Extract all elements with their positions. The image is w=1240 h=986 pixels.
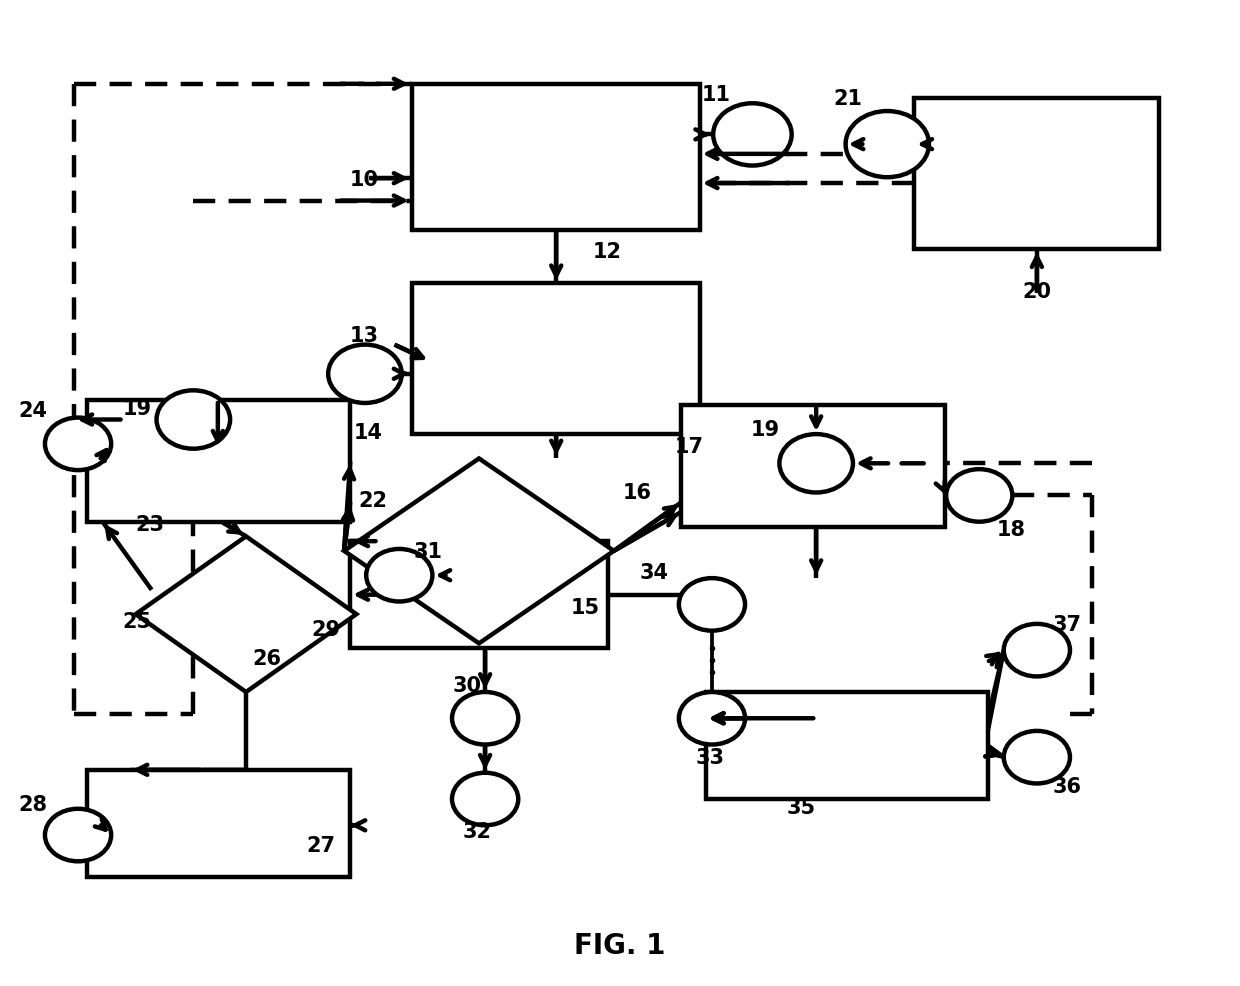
Polygon shape	[345, 458, 614, 644]
Circle shape	[1003, 732, 1070, 784]
Text: 23: 23	[135, 514, 164, 534]
Text: 31: 31	[414, 541, 443, 561]
Bar	[87, 770, 350, 877]
Circle shape	[45, 418, 112, 470]
Bar	[412, 85, 699, 231]
Circle shape	[678, 692, 745, 744]
Circle shape	[846, 112, 929, 178]
Text: 13: 13	[350, 325, 378, 345]
Text: 14: 14	[355, 423, 383, 443]
Circle shape	[329, 345, 402, 403]
Bar	[914, 100, 1159, 250]
Text: 17: 17	[675, 437, 704, 457]
Circle shape	[453, 692, 518, 744]
Text: 25: 25	[123, 611, 151, 631]
Text: 36: 36	[1053, 777, 1081, 797]
Circle shape	[366, 549, 433, 601]
Text: 24: 24	[19, 400, 47, 420]
Text: 33: 33	[696, 747, 725, 767]
Text: 19: 19	[123, 398, 151, 418]
Circle shape	[45, 809, 112, 862]
Text: 18: 18	[997, 520, 1025, 540]
Circle shape	[678, 579, 745, 631]
Text: 27: 27	[306, 835, 336, 855]
Circle shape	[1003, 624, 1070, 676]
Text: 21: 21	[833, 90, 863, 109]
Circle shape	[780, 435, 853, 493]
Circle shape	[713, 105, 791, 167]
Polygon shape	[135, 536, 356, 692]
Text: 15: 15	[570, 598, 600, 617]
Text: 20: 20	[1022, 282, 1052, 302]
Text: 10: 10	[350, 170, 378, 190]
Text: 34: 34	[640, 563, 670, 583]
Bar	[87, 400, 350, 523]
Text: FIG. 1: FIG. 1	[574, 931, 666, 959]
Text: 30: 30	[453, 675, 481, 695]
Text: 37: 37	[1053, 614, 1081, 634]
Circle shape	[156, 390, 231, 450]
Text: 26: 26	[252, 648, 281, 669]
Text: 11: 11	[702, 85, 730, 105]
Circle shape	[946, 469, 1012, 523]
Text: 19: 19	[750, 420, 780, 440]
Text: 28: 28	[19, 794, 47, 814]
Text: 29: 29	[311, 619, 341, 639]
Text: 12: 12	[593, 242, 622, 262]
Bar	[681, 405, 945, 528]
Bar	[412, 284, 699, 435]
Bar	[350, 541, 608, 649]
Text: 22: 22	[358, 491, 387, 511]
Text: 35: 35	[787, 797, 816, 817]
Text: 32: 32	[463, 821, 492, 841]
Text: 16: 16	[622, 483, 651, 503]
Circle shape	[453, 773, 518, 825]
Bar	[706, 692, 988, 800]
